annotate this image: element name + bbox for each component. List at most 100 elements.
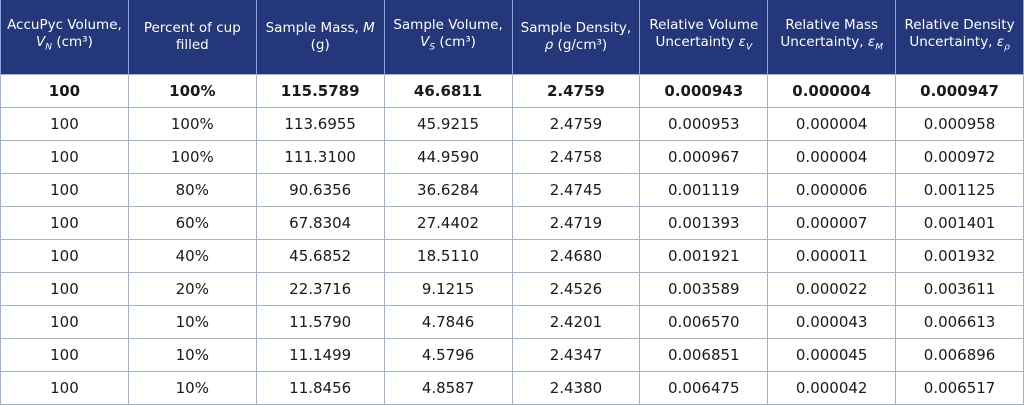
table-cell: 2.4680 [511, 239, 641, 273]
table-cell: 0.001401 [895, 206, 1024, 240]
table-cell: 44.9590 [383, 140, 513, 174]
table-cell: 0.003589 [639, 272, 769, 306]
table-cell: 100 [0, 140, 129, 174]
table-cell: 0.006517 [895, 371, 1024, 405]
table-row: 100 10% 11.5790 4.7846 2.4201 0.006570 0.00004… [0, 305, 1024, 339]
header-subscript: S [429, 42, 436, 53]
header-subscript: V [745, 42, 753, 53]
table-cell: 0.006613 [895, 305, 1024, 339]
table-cell: 90.6356 [255, 173, 385, 207]
header-subscript: M [875, 42, 883, 53]
table-cell: 100 [0, 173, 129, 207]
table-cell: 0.006475 [639, 371, 769, 405]
table-cell: 100 [0, 107, 129, 141]
table-cell: 0.001921 [639, 239, 769, 273]
table-cell: 10% [127, 338, 257, 372]
table-row: 100 10% 11.8456 4.8587 2.4380 0.006475 0.00004… [0, 371, 1024, 405]
header-subscript: ρ [1004, 42, 1010, 53]
table-row: 100 20% 22.3716 9.1215 2.4526 0.003589 0.00002… [0, 272, 1024, 306]
table-cell: 0.000022 [767, 272, 897, 306]
table-cell: 0.000953 [639, 107, 769, 141]
table-row: 100 80% 90.6356 36.6284 2.4745 0.001119 0.0000… [0, 173, 1024, 207]
table-cell: 67.8304 [255, 206, 385, 240]
table-cell: 0.000004 [767, 107, 897, 141]
table-cell: 2.4759 [511, 107, 641, 141]
table-cell: 100% [127, 140, 257, 174]
table-cell: 100 [0, 272, 129, 306]
table-cell: 20% [127, 272, 257, 306]
header-unit: (g/cm³) [557, 37, 608, 53]
table-cell: 0.000004 [767, 74, 897, 108]
table-cell: 0.006570 [639, 305, 769, 339]
column-header: Sample Mass, M (g) [255, 0, 385, 75]
column-header: Sample Volume, VS (cm³) [383, 0, 513, 75]
table-row: 100 60% 67.8304 27.4402 2.4719 0.001393 0.0000… [0, 206, 1024, 240]
header-text: Sample Volume, [393, 17, 503, 34]
table-row: 100 100% 113.6955 45.9215 2.4759 0.000953 0.00… [0, 107, 1024, 141]
table-cell: 60% [127, 206, 257, 240]
table-cell: 0.001393 [639, 206, 769, 240]
header-text: Relative Mass Uncertainty, [780, 17, 879, 51]
table-cell: 111.3100 [255, 140, 385, 174]
table-cell: 0.000043 [767, 305, 897, 339]
table-row: 100 100% 111.3100 44.9590 2.4758 0.000967 0.00… [0, 140, 1024, 174]
table-cell: 0.006851 [639, 338, 769, 372]
header-symbol: ε [738, 34, 746, 51]
header-symbol: V [36, 34, 46, 51]
column-header: Relative Density Uncertainty, ερ [895, 0, 1024, 75]
table-cell: 0.000972 [895, 140, 1024, 174]
table-row: 100 40% 45.6852 18.5110 2.4680 0.001921 0.0000… [0, 239, 1024, 273]
table-cell: 45.9215 [383, 107, 513, 141]
header-subscript: N [45, 42, 53, 53]
table-cell: 100% [127, 74, 257, 108]
table-cell: 2.4719 [511, 206, 641, 240]
table-cell: 0.000011 [767, 239, 897, 273]
table-cell: 0.003611 [895, 272, 1024, 306]
table-cell: 0.000007 [767, 206, 897, 240]
table-cell: 80% [127, 173, 257, 207]
table-cell: 9.1215 [383, 272, 513, 306]
header-symbol: ε [867, 34, 876, 51]
table-cell: 100% [127, 107, 257, 141]
table-cell: 0.001119 [639, 173, 769, 207]
column-header: Relative Mass Uncertainty, εM [767, 0, 897, 75]
header-symbol: V [420, 34, 430, 51]
table-cell: 100 [0, 74, 129, 108]
header-row: AccuPyc Volume, VN (cm³) Percent of cup f… [0, 0, 1024, 75]
table-cell: 0.001932 [895, 239, 1024, 273]
table-cell: 11.5790 [255, 305, 385, 339]
table-cell: 0.000958 [895, 107, 1024, 141]
table-row: 100 100% 115.5789 46.6811 2.4759 0.000943 0.00… [0, 74, 1024, 108]
header-symbol: ε [996, 34, 1005, 51]
table-cell: 100 [0, 305, 129, 339]
table-cell: 100 [0, 371, 129, 405]
table-cell: 11.1499 [255, 338, 385, 372]
table-cell: 100 [0, 239, 129, 273]
table-cell: 11.8456 [255, 371, 385, 405]
table-cell: 27.4402 [383, 206, 513, 240]
table-cell: 2.4745 [511, 173, 641, 207]
table-cell: 10% [127, 305, 257, 339]
header-text: Relative Volume Uncertainty [649, 17, 759, 51]
table-row: 100 10% 11.1499 4.5796 2.4347 0.006851 0.00004… [0, 338, 1024, 372]
header-symbol: ρ [544, 37, 554, 53]
table-cell: 2.4758 [511, 140, 641, 174]
table-cell: 100 [0, 338, 129, 372]
column-header: AccuPyc Volume, VN (cm³) [0, 0, 129, 75]
table-cell: 36.6284 [383, 173, 513, 207]
table-cell: 0.000967 [639, 140, 769, 174]
table-cell: 46.6811 [383, 74, 513, 108]
column-header: Percent of cup filled [127, 0, 257, 75]
table-cell: 2.4759 [511, 74, 641, 108]
table-cell: 10% [127, 371, 257, 405]
column-header: Relative Volume Uncertainty εV [639, 0, 769, 75]
header-symbol: M [363, 20, 375, 36]
table-cell: 45.6852 [255, 239, 385, 273]
table-cell: 100 [0, 206, 129, 240]
table-cell: 0.000042 [767, 371, 897, 405]
table-cell: 18.5110 [383, 239, 513, 273]
header-text: Sample Density, [520, 20, 632, 36]
table-cell: 2.4201 [511, 305, 641, 339]
